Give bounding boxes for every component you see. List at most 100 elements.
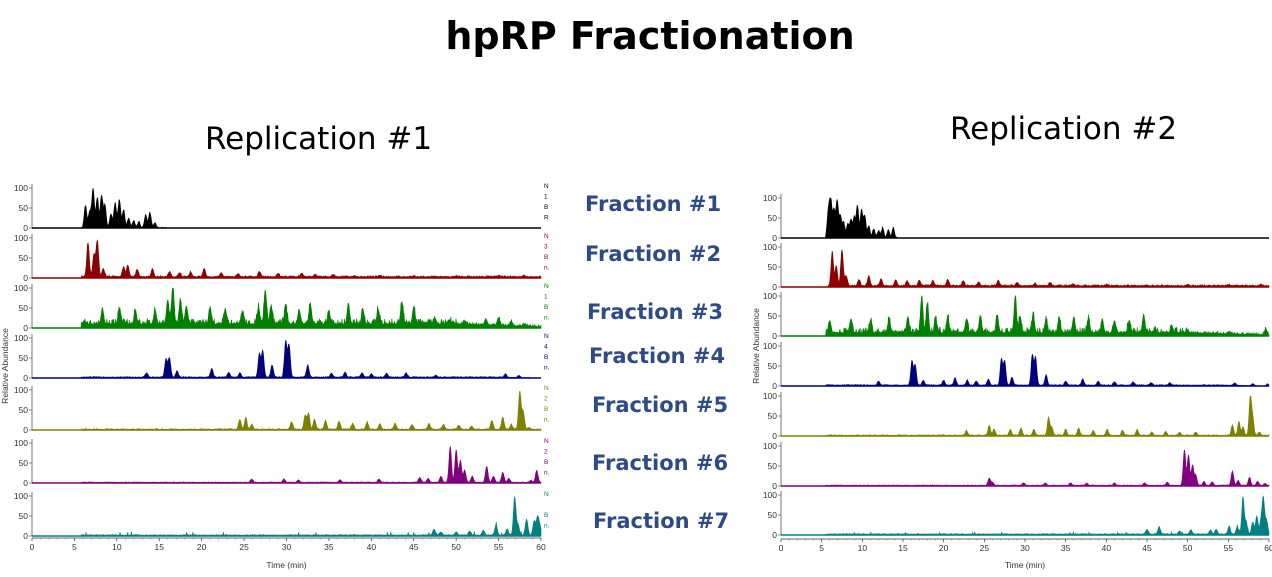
trace-side-label: 2 (544, 449, 548, 456)
trace-side-label: n. (544, 265, 550, 272)
y-tick-label: 100 (763, 490, 777, 500)
y-tick-label: 50 (768, 361, 778, 371)
trace-1-area (32, 188, 541, 229)
y-tick-label: 50 (19, 458, 29, 468)
fraction-label-3: Fraction #3 (587, 300, 724, 324)
fraction-label-5: Fraction #5 (592, 393, 729, 417)
x-tick-label: 10 (112, 542, 122, 552)
y-tick-label: 100 (763, 391, 777, 401)
y-tick-label: 50 (19, 253, 29, 263)
y-tick-label: 100 (14, 385, 28, 395)
page-title: hpRP Fractionation (445, 14, 855, 58)
x-tick-label: 40 (367, 542, 377, 552)
trace-3-area (781, 295, 1270, 337)
y-tick-label: 0 (23, 273, 28, 283)
y-tick-label: 50 (768, 411, 778, 421)
y-tick-label: 50 (768, 213, 778, 223)
x-tick-label: 5 (72, 542, 77, 552)
trace-side-label: n. (544, 470, 550, 477)
x-tick-label: 25 (980, 543, 990, 553)
x-tick-label: 15 (155, 542, 165, 552)
trace-side-label: B (544, 354, 548, 361)
x-tick-label: 5 (819, 543, 824, 553)
y-tick-label: 0 (23, 531, 28, 541)
trace-side-label: B (544, 512, 548, 519)
y-tick-label: 0 (23, 223, 28, 233)
y-axis-label: Relative Abundance (0, 328, 10, 404)
x-tick-label: 0 (30, 542, 35, 552)
y-tick-label: 50 (19, 203, 29, 213)
x-axis-label: Time (min) (266, 560, 306, 570)
trace-7-area (32, 495, 542, 537)
trace-side-label: N (544, 385, 549, 392)
x-tick-label: 50 (451, 542, 461, 552)
fraction-label-1: Fraction #1 (585, 192, 722, 216)
y-tick-label: 50 (768, 510, 778, 520)
trace-side-label: n. (544, 523, 550, 530)
trace-6-area (32, 445, 542, 484)
x-tick-label: 45 (1142, 543, 1152, 553)
trace-side-label: n. (544, 315, 550, 322)
x-tick-label: 15 (898, 543, 908, 553)
x-tick-label: 10 (858, 543, 868, 553)
y-axis-label: Relative Abundance (751, 308, 761, 384)
trace-side-label: N (544, 491, 549, 498)
replication-1-title: Replication #1 (205, 121, 433, 157)
trace-2-area (32, 239, 542, 279)
y-tick-label: 50 (768, 461, 778, 471)
trace-side-label: n. (544, 365, 550, 372)
trace-4-area (781, 353, 1270, 387)
trace-side-label: N (544, 438, 549, 445)
trace-1-area (781, 197, 1269, 239)
x-tick-label: 0 (779, 543, 784, 553)
x-tick-label: 30 (282, 542, 292, 552)
trace-side-label: 1 (544, 194, 548, 201)
x-tick-label: 20 (939, 543, 949, 553)
x-tick-label: 50 (1183, 543, 1193, 553)
x-tick-label: 30 (1020, 543, 1030, 553)
y-tick-label: 0 (772, 331, 777, 341)
trace-side-label: 2 (544, 396, 548, 403)
y-tick-label: 50 (19, 511, 29, 521)
y-tick-label: 0 (772, 282, 777, 292)
y-tick-label: 100 (763, 193, 777, 203)
trace-side-label: B (544, 204, 548, 211)
y-tick-label: 100 (14, 438, 28, 448)
y-tick-label: 0 (23, 323, 28, 333)
y-tick-label: 100 (14, 283, 28, 293)
trace-side-label: 1 (544, 294, 548, 301)
trace-side-label: B (544, 459, 548, 466)
fraction-label-4: Fraction #4 (589, 344, 726, 368)
trace-side-label: 4 (544, 344, 548, 351)
fraction-label-2: Fraction #2 (585, 242, 722, 266)
trace-side-label: N (544, 183, 549, 190)
x-tick-label: 40 (1102, 543, 1112, 553)
x-tick-label: 35 (324, 542, 334, 552)
x-axis-label: Time (min) (1005, 560, 1045, 570)
y-tick-label: 0 (23, 425, 28, 435)
y-tick-label: 0 (23, 373, 28, 383)
y-tick-label: 50 (19, 405, 29, 415)
trace-side-label: N (544, 283, 549, 290)
trace-6-area (781, 449, 1270, 487)
y-tick-label: 100 (763, 341, 777, 351)
y-tick-label: 100 (763, 441, 777, 451)
fraction-label-6: Fraction #6 (592, 451, 729, 475)
fraction-label-7: Fraction #7 (593, 509, 730, 533)
y-tick-label: 0 (772, 530, 777, 540)
y-tick-label: 100 (14, 491, 28, 501)
y-tick-label: 100 (14, 233, 28, 243)
y-tick-label: 50 (768, 311, 778, 321)
y-tick-label: 100 (763, 242, 777, 252)
x-tick-label: 60 (536, 542, 546, 552)
trace-2-area (781, 249, 1270, 288)
y-tick-label: 0 (772, 431, 777, 441)
trace-5-area (32, 390, 542, 431)
y-tick-label: 100 (763, 291, 777, 301)
y-tick-label: 100 (14, 333, 28, 343)
x-tick-label: 55 (1224, 543, 1234, 553)
y-tick-label: 0 (772, 481, 777, 491)
trace-side-label: n. (544, 417, 550, 424)
y-tick-label: 50 (768, 262, 778, 272)
